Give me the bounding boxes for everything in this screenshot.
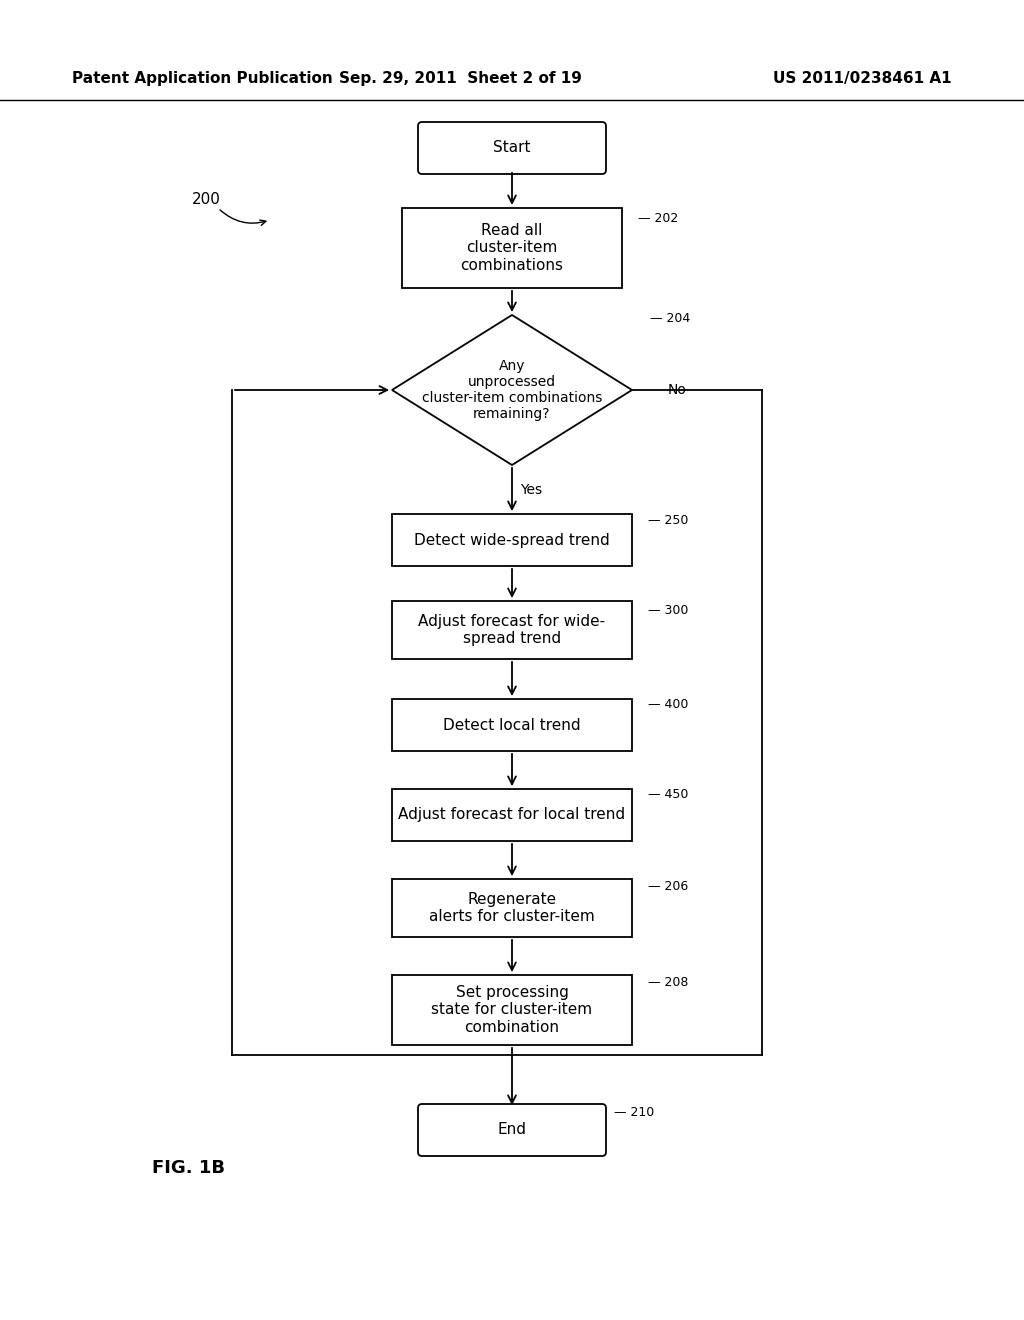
Text: — 202: — 202 (638, 211, 678, 224)
Text: — 206: — 206 (648, 879, 688, 892)
Text: Any
unprocessed
cluster-item combinations
remaining?: Any unprocessed cluster-item combination… (422, 359, 602, 421)
Text: Detect local trend: Detect local trend (443, 718, 581, 733)
Text: Adjust forecast for local trend: Adjust forecast for local trend (398, 808, 626, 822)
Bar (392, 513, 632, 566)
FancyBboxPatch shape (418, 1104, 606, 1156)
Bar (392, 879, 632, 937)
Text: FIG. 1B: FIG. 1B (152, 1159, 225, 1177)
Bar (402, 209, 622, 288)
Text: End: End (498, 1122, 526, 1138)
Text: Set processing
state for cluster-item
combination: Set processing state for cluster-item co… (431, 985, 593, 1035)
Text: — 450: — 450 (648, 788, 688, 801)
Bar (392, 789, 632, 841)
Text: Detect wide-spread trend: Detect wide-spread trend (414, 532, 610, 548)
FancyBboxPatch shape (418, 121, 606, 174)
Text: US 2011/0238461 A1: US 2011/0238461 A1 (773, 70, 952, 86)
Text: 200: 200 (193, 193, 221, 207)
Text: Regenerate
alerts for cluster-item: Regenerate alerts for cluster-item (429, 892, 595, 924)
Text: Patent Application Publication: Patent Application Publication (72, 70, 333, 86)
Text: Sep. 29, 2011  Sheet 2 of 19: Sep. 29, 2011 Sheet 2 of 19 (339, 70, 583, 86)
Bar (392, 601, 632, 659)
Text: No: No (668, 383, 687, 397)
Text: Yes: Yes (520, 483, 542, 498)
Text: — 208: — 208 (648, 975, 688, 989)
Text: Adjust forecast for wide-
spread trend: Adjust forecast for wide- spread trend (419, 614, 605, 647)
Text: Read all
cluster-item
combinations: Read all cluster-item combinations (461, 223, 563, 273)
Text: — 300: — 300 (648, 603, 688, 616)
Text: — 400: — 400 (648, 698, 688, 711)
Text: — 250: — 250 (648, 513, 688, 527)
Bar (392, 975, 632, 1045)
Polygon shape (392, 315, 632, 465)
Text: Start: Start (494, 140, 530, 156)
Bar (392, 700, 632, 751)
Text: — 204: — 204 (650, 312, 690, 325)
Text: — 210: — 210 (614, 1106, 654, 1118)
